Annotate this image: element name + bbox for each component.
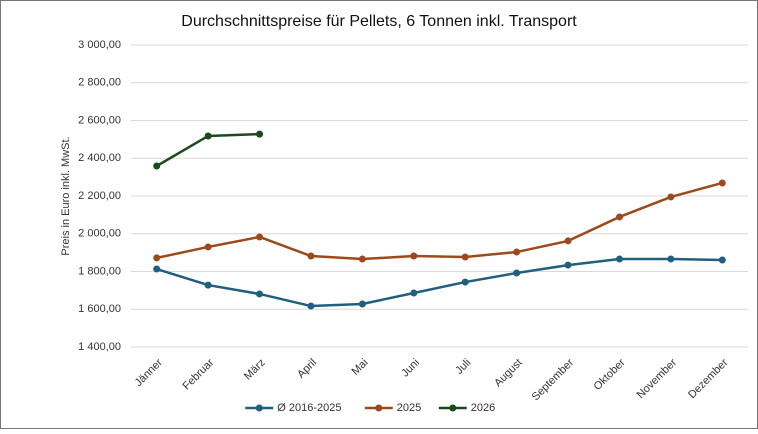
y-tick-label: 2 400,00 <box>78 152 121 164</box>
data-point <box>153 254 161 262</box>
data-point <box>358 255 366 263</box>
y-tick-label: 2 000,00 <box>78 228 121 240</box>
data-point <box>256 130 264 138</box>
legend-marker <box>255 404 263 412</box>
legend-marker <box>449 404 457 412</box>
data-point <box>564 261 572 269</box>
y-tick-label: 2 200,00 <box>78 190 121 202</box>
y-tick-label: 1 400,00 <box>78 341 121 353</box>
y-tick-label: 3 000,00 <box>78 39 121 51</box>
data-point <box>256 233 264 241</box>
data-point <box>410 252 418 260</box>
data-point <box>204 243 212 251</box>
data-point <box>667 255 675 263</box>
data-point <box>461 253 469 261</box>
series-line <box>156 257 723 308</box>
legend-marker <box>375 404 383 412</box>
data-point <box>153 162 161 170</box>
data-point <box>307 252 315 260</box>
data-point <box>307 302 315 310</box>
data-point <box>615 255 623 263</box>
data-point <box>204 281 212 289</box>
data-point <box>718 179 726 187</box>
y-tick-label: 1 800,00 <box>78 265 121 277</box>
data-point <box>615 213 623 221</box>
data-point <box>410 289 418 297</box>
data-point <box>204 132 212 140</box>
data-point <box>461 278 469 286</box>
data-point <box>513 248 521 256</box>
legend-label: 2025 <box>397 402 421 414</box>
data-point <box>153 265 161 273</box>
data-point <box>358 300 366 308</box>
series-line <box>156 181 723 261</box>
data-point <box>718 256 726 264</box>
data-point <box>256 290 264 298</box>
legend-label: 2026 <box>471 402 495 414</box>
data-point <box>564 237 572 245</box>
y-tick-label: 2 800,00 <box>78 77 121 89</box>
legend-label: Ø 2016-2025 <box>277 402 341 414</box>
data-point <box>667 193 675 201</box>
y-axis-title: Preis in Euro inkl. MwSt. <box>60 136 72 255</box>
y-tick-label: 1 600,00 <box>78 303 121 315</box>
chart-title: Durchschnittspreise für Pellets, 6 Tonne… <box>181 13 577 30</box>
y-tick-label: 2 600,00 <box>78 114 121 126</box>
data-point <box>513 269 521 277</box>
